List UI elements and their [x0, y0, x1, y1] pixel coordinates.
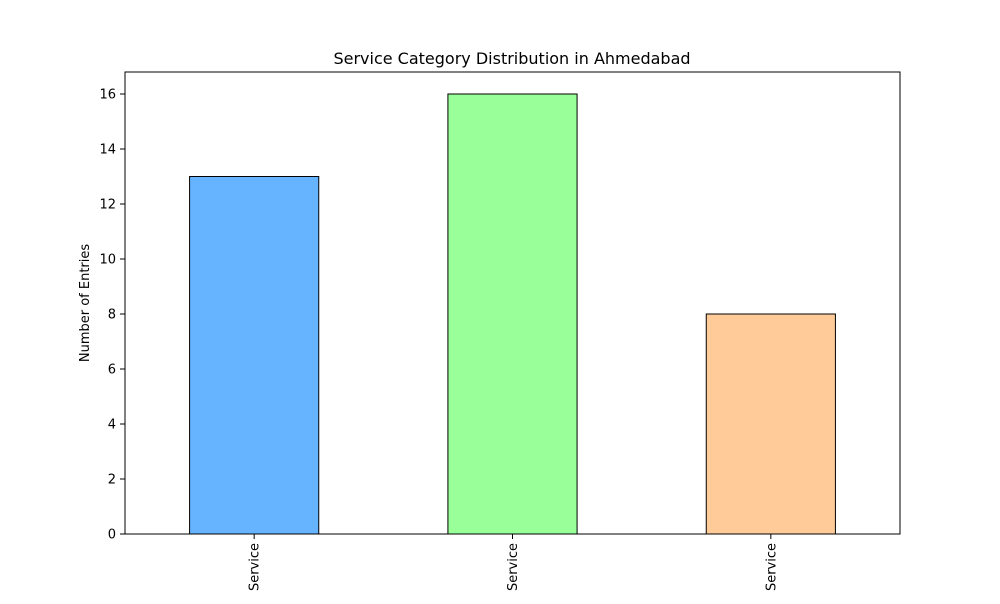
- y-tick-label: 6: [108, 363, 116, 378]
- y-tick-label: 12: [99, 198, 116, 213]
- y-tick-label: 8: [108, 308, 116, 323]
- y-axis-label: Number of Entries: [78, 244, 93, 363]
- y-tick-label: 4: [108, 418, 116, 433]
- chart-title: Service Category Distribution in Ahmedab…: [333, 49, 690, 68]
- bar: [447, 93, 578, 535]
- x-tick-label: Service: [248, 543, 263, 591]
- y-tick-label: 2: [108, 473, 116, 488]
- y-tick-label: 14: [99, 143, 116, 158]
- x-axis: Service Service Service: [248, 534, 779, 591]
- bars-group: [189, 93, 836, 535]
- y-tick-label: 0: [108, 528, 116, 543]
- bar: [189, 176, 320, 535]
- y-axis: 0 2 4 6 8 10 12 14 16: [99, 88, 125, 543]
- bar: [705, 313, 836, 535]
- plot-frame: [124, 71, 901, 535]
- x-tick-label: Service: [764, 543, 779, 591]
- y-tick-label: 10: [99, 253, 116, 268]
- y-tick-label: 16: [99, 88, 116, 103]
- x-tick-label: Service: [506, 543, 521, 591]
